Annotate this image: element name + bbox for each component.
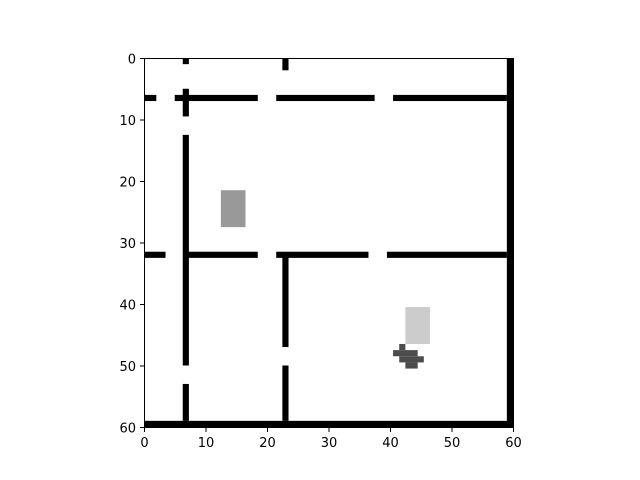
wall-horizontal-middle-3 xyxy=(276,251,369,258)
wall-vertical-center-3 xyxy=(282,365,289,421)
agent-cell xyxy=(405,362,418,369)
x-tick-label: 40 xyxy=(382,436,399,451)
wall-horizontal-top-3 xyxy=(276,94,375,102)
wall-vertical-left-2 xyxy=(182,88,189,117)
x-tick-label: 0 xyxy=(140,436,148,451)
y-tick-label: 60 xyxy=(119,422,136,437)
wall-horizontal-middle-1 xyxy=(144,251,166,258)
wall-horizontal-top-2 xyxy=(174,94,258,102)
x-tick-label: 30 xyxy=(321,436,338,451)
x-tick-label: 20 xyxy=(259,436,276,451)
wall-vertical-left-1 xyxy=(182,58,189,65)
x-tick-label: 10 xyxy=(198,436,215,451)
agent-sprite xyxy=(393,343,424,369)
wall-vertical-left-4 xyxy=(182,383,189,421)
y-tick-label: 10 xyxy=(119,114,136,129)
wall-vertical-left-3 xyxy=(182,134,189,366)
agent-cell xyxy=(399,343,406,351)
y-tick-label: 20 xyxy=(119,176,136,191)
agent-cell xyxy=(399,356,424,363)
x-tick-label: 50 xyxy=(444,436,461,451)
wall-horizontal-top-4 xyxy=(393,94,507,102)
wall-horizontal-middle-2 xyxy=(187,251,258,258)
object-light-gray-block xyxy=(405,307,430,344)
wall-vertical-center-2 xyxy=(282,254,289,348)
agent-cell xyxy=(393,350,418,357)
axis-ticks: 0 10 20 30 40 50 60 0 10 20 30 40 50 60 xyxy=(119,53,521,452)
map-background xyxy=(144,58,513,427)
wall-vertical-center-1 xyxy=(282,58,289,71)
wall-horizontal-top-1 xyxy=(144,94,157,102)
y-tick-label: 30 xyxy=(119,237,136,252)
y-tick-label: 0 xyxy=(128,53,136,68)
y-tick-label: 40 xyxy=(119,299,136,314)
map-layer xyxy=(144,58,513,427)
object-medium-gray-block xyxy=(220,190,246,228)
wall-horizontal-middle-4 xyxy=(386,251,507,258)
wall-horizontal-bottom xyxy=(144,420,513,427)
y-tick-label: 50 xyxy=(119,360,136,375)
x-tick-label: 60 xyxy=(505,436,522,451)
wall-vertical-right xyxy=(506,58,513,427)
